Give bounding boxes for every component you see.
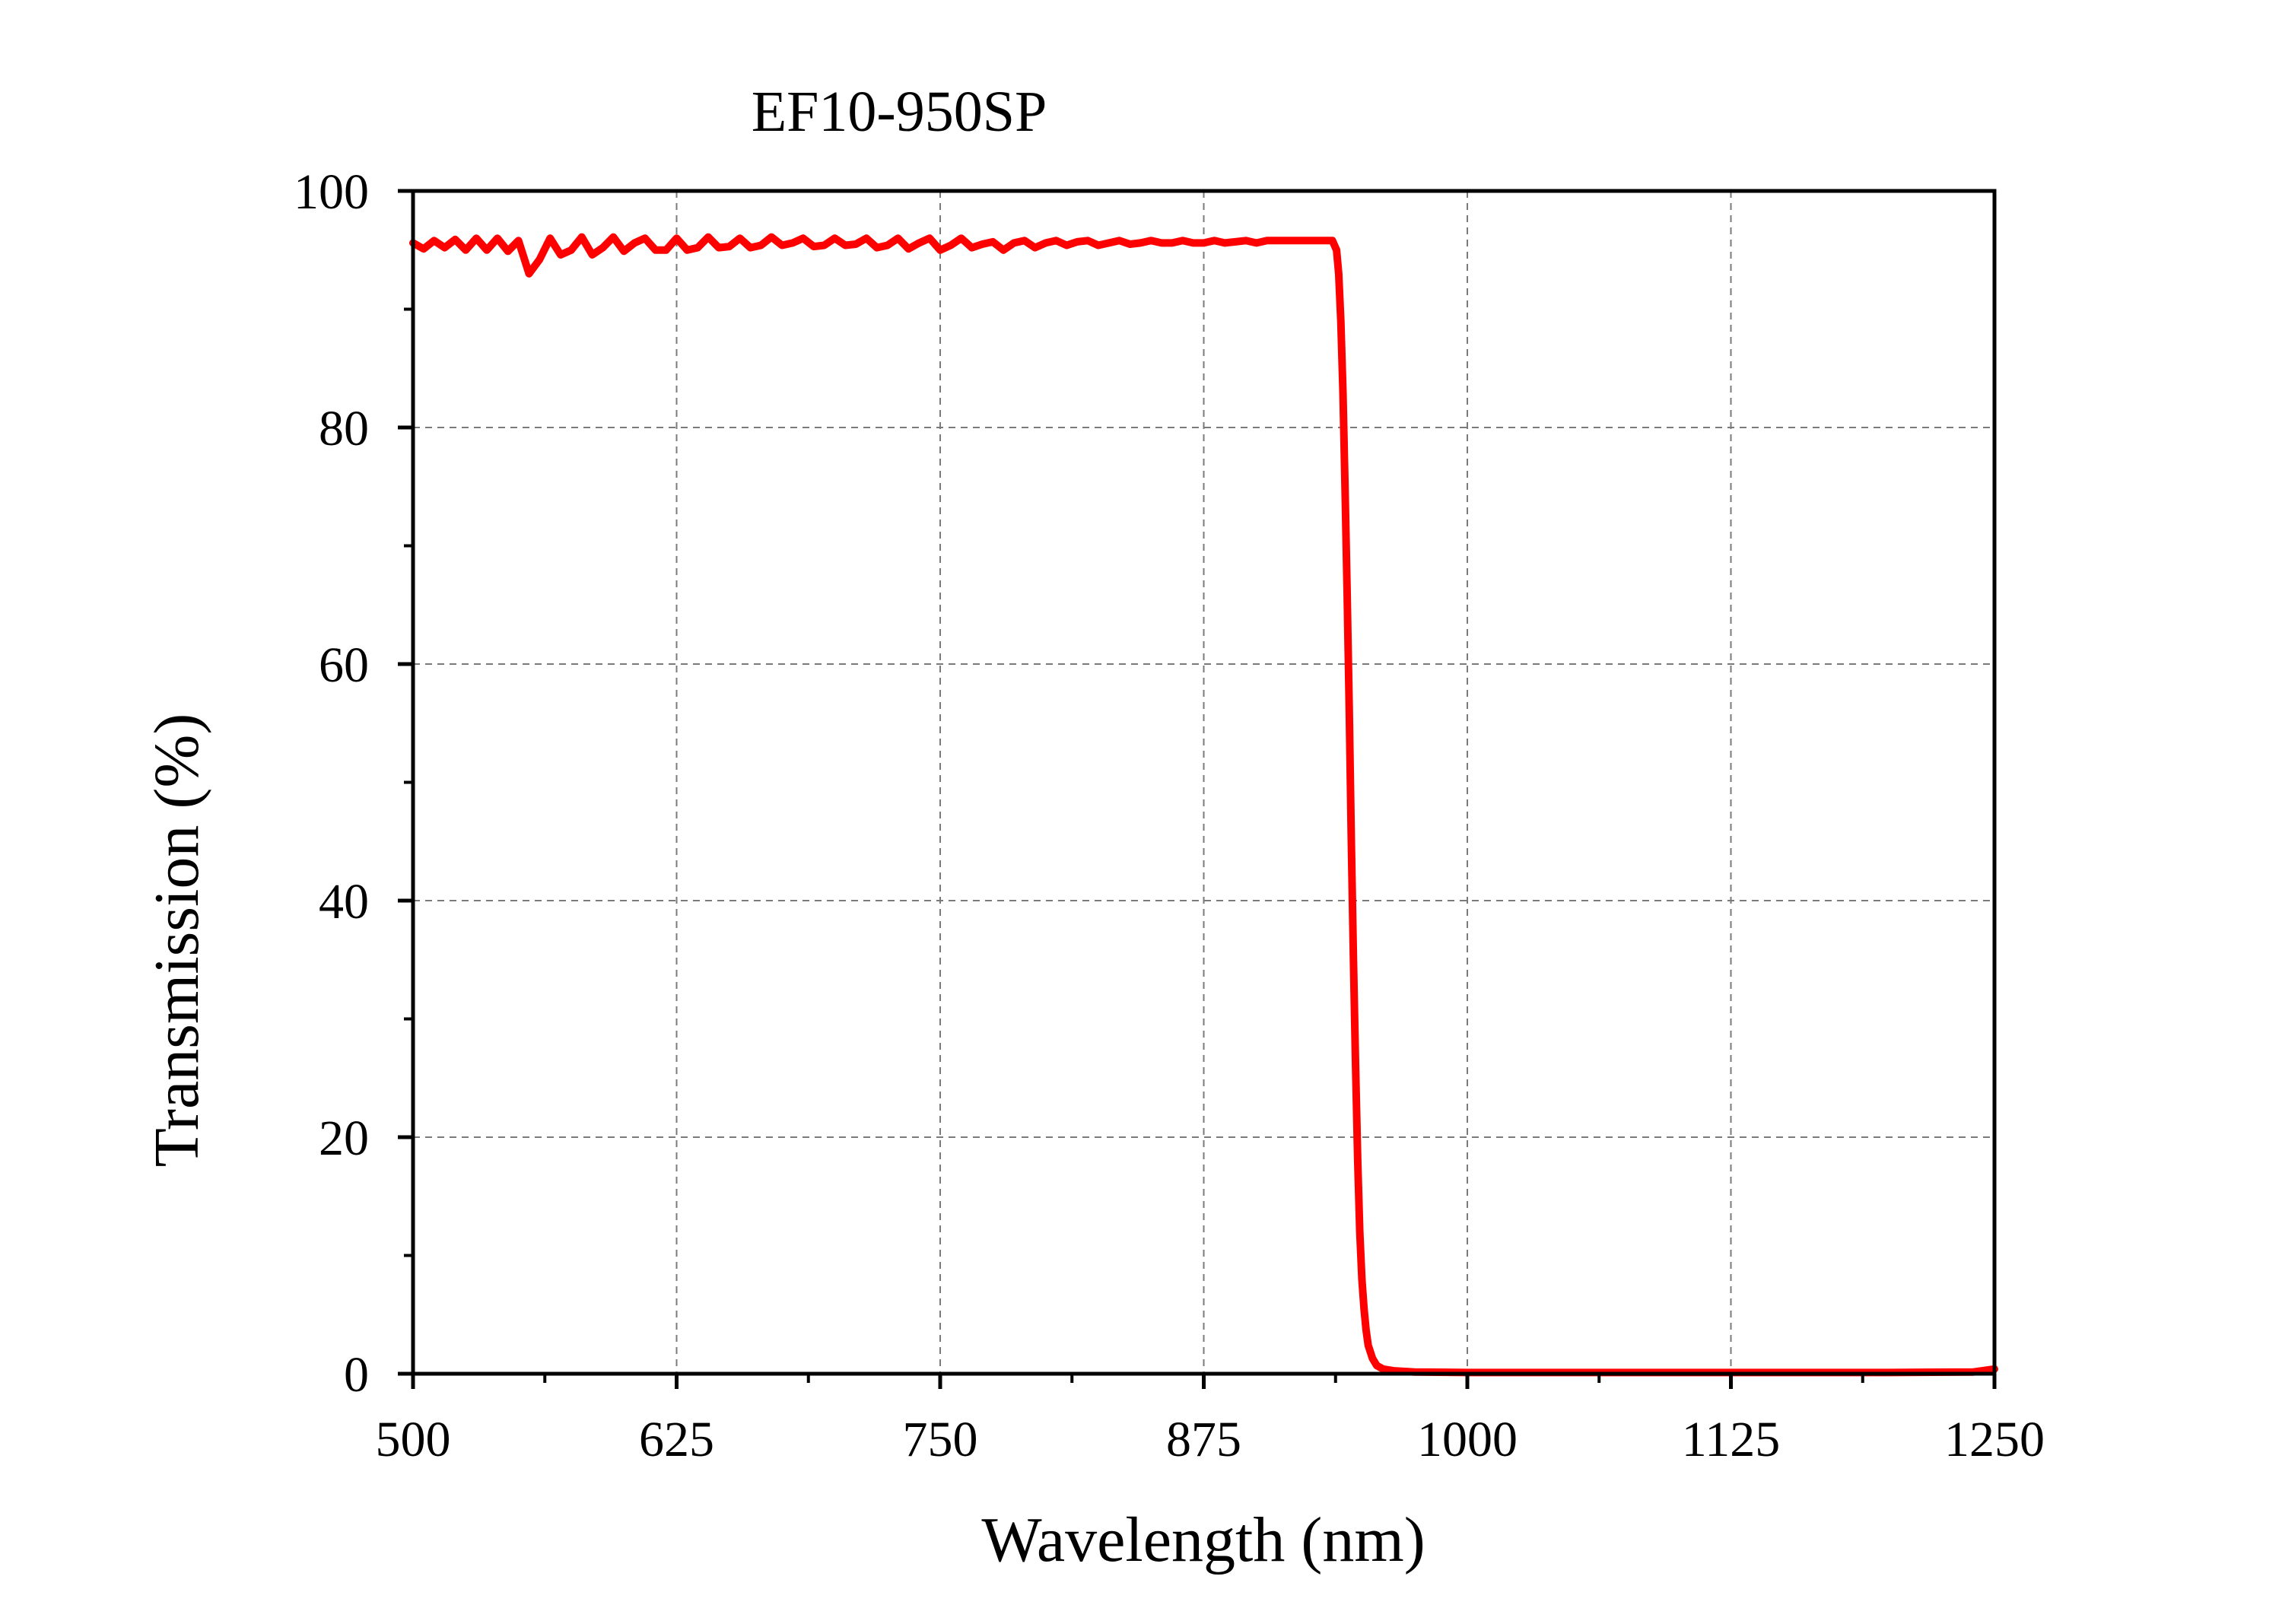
series-line-0 — [409, 233, 1998, 1377]
x-tick-label: 875 — [1166, 1412, 1241, 1467]
y-axis: 0 20 40 60 80 100 — [294, 164, 413, 1403]
y-tick-label: 0 — [344, 1347, 369, 1403]
x-tick-label: 750 — [903, 1412, 978, 1467]
y-tick-label: 100 — [294, 164, 369, 220]
grid-lines — [413, 191, 1994, 1374]
y-tick-label: 80 — [319, 401, 369, 456]
data-series — [409, 233, 1998, 1377]
y-tick-label: 20 — [319, 1111, 369, 1166]
x-tick-label: 500 — [376, 1412, 451, 1467]
x-axis: 500 625 750 875 1000 1125 1250 — [376, 1374, 2045, 1467]
x-tick-label: 625 — [639, 1412, 714, 1467]
chart-title: EF10-950SP — [752, 80, 1047, 144]
y-axis-label: Transmission (%) — [141, 713, 212, 1168]
plot-border — [411, 189, 1997, 1376]
y-tick-label: 40 — [319, 874, 369, 930]
x-tick-label: 1250 — [1944, 1412, 2045, 1467]
x-tick-label: 1125 — [1682, 1412, 1781, 1467]
y-tick-label: 60 — [319, 637, 369, 693]
plot-frame — [411, 189, 1997, 1376]
x-tick-label: 1000 — [1417, 1412, 1518, 1467]
x-axis-label: Wavelength (nm) — [981, 1505, 1425, 1575]
